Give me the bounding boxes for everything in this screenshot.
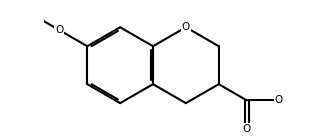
Text: O: O: [182, 22, 190, 32]
Text: O: O: [275, 95, 283, 105]
Text: O: O: [243, 124, 251, 134]
Text: O: O: [55, 25, 63, 35]
